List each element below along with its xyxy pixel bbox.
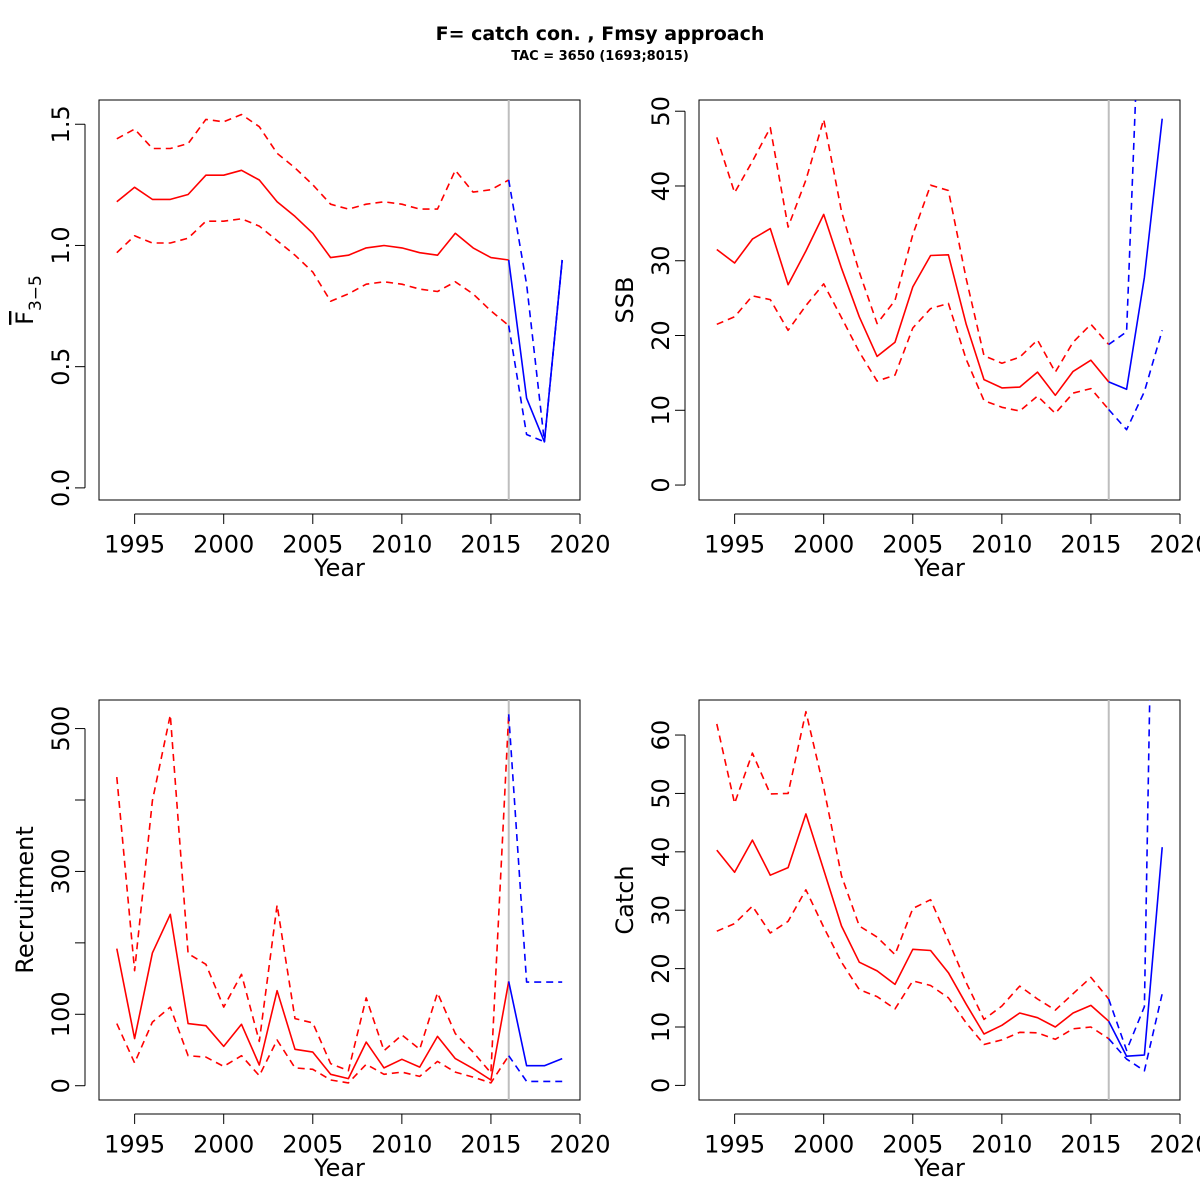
projection-upper-line [1108, 100, 1137, 346]
y-axis-label: Catch [611, 865, 639, 934]
historical-median-line [116, 169, 509, 261]
x-axis-label: Year [913, 554, 965, 582]
x-tick-label: 2015 [1060, 1131, 1121, 1159]
y-tick-label: 0.0 [47, 469, 75, 507]
plot-frame [698, 699, 1181, 1101]
x-tick-label: 2020 [1149, 531, 1200, 559]
projection-lower-line [508, 1055, 563, 1083]
x-axis-label: Year [913, 1154, 965, 1182]
y-tick-label: 10 [647, 1012, 675, 1043]
y-axis-label: SSB [611, 277, 639, 324]
x-tick-label: 2000 [793, 1131, 854, 1159]
y-tick-label: 300 [47, 849, 75, 895]
x-tick-label: 2010 [971, 1131, 1032, 1159]
y-tick-label: 100 [47, 991, 75, 1037]
x-axis-label: Year [313, 1154, 365, 1182]
y-tick-label: 1.0 [47, 226, 75, 264]
series-group [716, 100, 1163, 431]
y-tick-label: 0 [647, 1078, 675, 1093]
y-tick-label: 20 [647, 320, 675, 351]
projection-median-line [507, 981, 563, 1067]
x-tick-label: 2000 [793, 531, 854, 559]
plot-frame [98, 99, 581, 501]
projection-upper-line [1107, 700, 1151, 1052]
projection-median-line [1108, 118, 1163, 391]
projection-median-line [1107, 847, 1163, 1057]
historical-lower-line [716, 283, 1110, 415]
y-axis-label: Recruitment [11, 826, 39, 973]
historical-lower-line [716, 888, 1110, 1046]
y-axis-label: F3−5 [11, 275, 46, 325]
y-tick-label: 50 [647, 96, 675, 127]
figure-subtitle: TAC = 3650 (1693;8015) [511, 49, 689, 64]
x-tick-label: 2010 [971, 531, 1032, 559]
projection-upper-line [507, 179, 563, 443]
y-tick-label: 0 [47, 1078, 75, 1093]
projection-lower-line [1108, 330, 1163, 431]
panel-fbar: 1995 2000 2005 2010 2015 2020 Year 0.0 0.5 1.0 1.5… [11, 99, 611, 582]
projection-lower-line [507, 259, 563, 443]
x-tick-label: 2005 [282, 531, 343, 559]
x-tick-label: 1995 [704, 1131, 765, 1159]
x-tick-label: 1995 [104, 531, 165, 559]
x-tick-label: 2015 [460, 1131, 521, 1159]
x-axis-label: Year [313, 554, 365, 582]
y-tick-label: 0.5 [47, 348, 75, 386]
y-tick-label: 40 [647, 171, 675, 202]
x-tick-label: 2015 [1060, 531, 1121, 559]
y-tick-label: 40 [647, 837, 675, 868]
historical-lower-line [116, 1006, 510, 1084]
historical-upper-line [116, 113, 510, 210]
x-tick-label: 2020 [549, 1131, 610, 1159]
panel-recruitment: 1995 2000 2005 2010 2015 2020 Year 0 100 300 500 Re… [11, 699, 611, 1182]
x-tick-label: 2000 [193, 1131, 254, 1159]
projection-median-line [507, 259, 563, 443]
series-group [116, 714, 563, 1084]
y-tick-label: 50 [647, 778, 675, 809]
y-tick-label: 60 [647, 720, 675, 751]
historical-upper-line [716, 710, 1110, 1021]
plot-frame [698, 99, 1181, 501]
historical-upper-line [116, 714, 510, 1074]
historical-median-line [716, 213, 1110, 397]
x-tick-label: 2020 [1149, 1131, 1200, 1159]
y-tick-label: 30 [647, 895, 675, 926]
projection-lower-line [1108, 993, 1163, 1072]
x-tick-label: 2005 [882, 1131, 943, 1159]
x-tick-label: 2010 [371, 1131, 432, 1159]
plot-frame [98, 699, 581, 1101]
x-tick-label: 2005 [282, 1131, 343, 1159]
x-tick-label: 2020 [549, 531, 610, 559]
y-tick-label: 20 [647, 953, 675, 984]
x-tick-label: 2000 [193, 531, 254, 559]
x-tick-label: 2015 [460, 531, 521, 559]
y-tick-label: 30 [647, 245, 675, 276]
historical-lower-line [116, 218, 510, 327]
series-group [716, 700, 1163, 1072]
y-tick-label: 0 [647, 477, 675, 492]
x-tick-label: 1995 [104, 1131, 165, 1159]
projection-upper-line [507, 714, 563, 983]
figure-title: F= catch con. , Fmsy approach [436, 23, 765, 45]
historical-median-line [116, 913, 510, 1081]
y-tick-label: 1.5 [47, 105, 75, 143]
x-tick-label: 2005 [882, 531, 943, 559]
series-group [116, 113, 563, 443]
y-tick-label: 10 [647, 395, 675, 426]
x-tick-label: 2010 [371, 531, 432, 559]
panel-catch: 1995 2000 2005 2010 2015 2020 Year 0 10 20 30 40 50 6… [611, 699, 1200, 1182]
historical-median-line [716, 813, 1110, 1035]
x-tick-label: 1995 [704, 531, 765, 559]
panel-ssb: 1995 2000 2005 2010 2015 2020 Year 0 10 20 30 40 50 S… [611, 96, 1200, 582]
y-tick-label: 500 [47, 706, 75, 752]
